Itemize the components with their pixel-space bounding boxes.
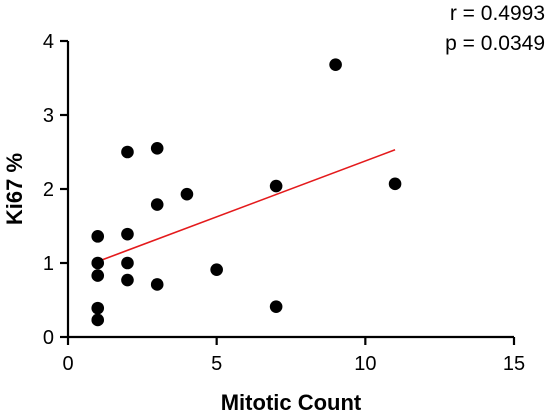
- regression-line: [97, 149, 396, 263]
- data-point: [150, 142, 164, 155]
- x-tick-label: 5: [211, 353, 222, 375]
- y-tick-label: 2: [43, 179, 54, 201]
- data-point: [150, 278, 164, 291]
- data-point: [329, 58, 342, 71]
- x-tick-label: 10: [354, 353, 376, 375]
- p-value-label: p = 0.0349: [445, 32, 545, 55]
- data-point: [91, 256, 105, 270]
- correlation-r-label: r = 0.4993: [450, 2, 545, 25]
- points-layer: [91, 58, 402, 327]
- data-point: [269, 179, 283, 193]
- data-point: [150, 198, 164, 211]
- y-tick-label: 3: [43, 105, 54, 127]
- y-axis-title: Ki67 %: [2, 153, 27, 225]
- data-point: [91, 313, 105, 327]
- y-tick-label: 1: [43, 253, 54, 275]
- y-tick-label: 4: [43, 31, 54, 53]
- x-axis-title: Mitotic Count: [221, 390, 362, 415]
- y-tick-label: 0: [43, 327, 54, 349]
- data-point: [388, 177, 402, 191]
- data-point: [121, 145, 134, 159]
- data-point: [269, 300, 283, 313]
- data-point: [121, 227, 134, 241]
- ticks-layer: 0 1 2 3 4 0 5 10 15: [43, 31, 525, 375]
- x-tick-label: 0: [62, 353, 73, 375]
- data-point: [91, 269, 105, 282]
- data-point: [121, 273, 134, 287]
- trend-layer: [97, 149, 396, 263]
- data-point: [180, 187, 194, 201]
- data-point: [91, 301, 105, 315]
- data-point: [210, 263, 223, 276]
- data-point: [91, 230, 105, 243]
- x-tick-label: 15: [503, 353, 525, 375]
- data-point: [121, 256, 134, 270]
